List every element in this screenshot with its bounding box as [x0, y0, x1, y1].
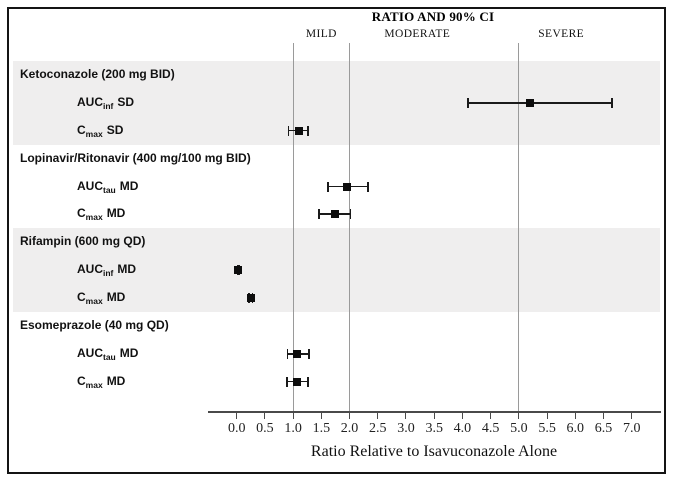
x-tick-label: 4.0 — [453, 421, 472, 436]
pk-parameter: C — [77, 206, 86, 221]
dose-type: MD — [106, 206, 126, 221]
row-label: AUCtau MD — [77, 179, 138, 195]
ci-cap-right — [367, 181, 369, 192]
point-estimate-marker — [293, 350, 302, 359]
x-tick — [320, 413, 322, 419]
row-label: AUCinf MD — [77, 262, 136, 278]
x-tick — [292, 413, 294, 419]
x-tick — [405, 413, 407, 419]
shaded-band — [13, 228, 660, 313]
ci-cap-left — [286, 349, 289, 360]
x-tick-label: 5.5 — [538, 421, 556, 436]
pk-parameter: AUC — [77, 95, 103, 109]
reference-line — [518, 43, 520, 412]
x-tick — [461, 413, 463, 419]
x-tick-label: 6.0 — [566, 421, 585, 436]
point-estimate-marker — [526, 99, 535, 107]
point-estimate-marker — [343, 182, 352, 191]
pk-parameter-subscript: tau — [103, 352, 116, 363]
reference-line — [292, 43, 294, 412]
dose-type: MD — [106, 373, 126, 388]
x-tick-label: 2.0 — [340, 421, 359, 436]
ci-cap-left — [467, 98, 469, 108]
pk-parameter-subscript: tau — [103, 184, 116, 195]
x-tick-label: 1.5 — [312, 421, 331, 436]
dose-type: MD — [106, 289, 126, 304]
x-tick — [490, 413, 492, 419]
pk-parameter: C — [77, 122, 86, 137]
point-estimate-marker — [292, 377, 301, 386]
dose-type: SD — [106, 122, 124, 137]
x-tick — [349, 413, 351, 419]
row-label: Cmax MD — [77, 290, 125, 306]
row-label: Cmax MD — [77, 206, 125, 222]
group-header: Ketoconazole (200 mg BID) — [20, 67, 175, 81]
reference-line — [349, 43, 351, 412]
group-header: Rifampin (600 mg QD) — [20, 234, 146, 249]
x-tick-label: 3.5 — [425, 421, 443, 436]
dose-type: MD — [117, 262, 137, 277]
x-tick — [518, 413, 520, 419]
x-tick-label: 7.0 — [622, 421, 641, 436]
ci-cap-right — [611, 98, 613, 108]
pk-parameter-subscript: inf — [103, 101, 114, 111]
severity-zone-label: MODERATE — [384, 28, 451, 40]
point-estimate-marker — [331, 210, 340, 219]
x-tick — [264, 413, 266, 419]
ci-cap-right — [307, 376, 309, 387]
x-tick-label: 4.5 — [481, 421, 500, 436]
pk-parameter-subscript: inf — [103, 268, 114, 279]
pk-parameter-subscript: max — [85, 128, 103, 139]
ci-line — [468, 102, 612, 104]
x-axis-line — [208, 411, 661, 413]
x-tick-label: 2.5 — [369, 421, 387, 436]
point-estimate-marker — [246, 293, 255, 302]
row-label: Cmax SD — [77, 123, 123, 139]
pk-parameter: AUC — [77, 178, 103, 193]
x-tick — [546, 413, 548, 419]
pk-parameter-subscript: max — [85, 379, 103, 390]
row-label: AUCtau MD — [77, 346, 138, 362]
x-axis-title: Ratio Relative to Isavuconazole Alone — [310, 443, 558, 460]
pk-parameter: C — [77, 289, 86, 304]
severity-zone-label: SEVERE — [538, 28, 585, 40]
row-label: AUCinf SD — [77, 95, 134, 111]
pk-parameter: C — [77, 373, 86, 388]
x-tick — [602, 413, 604, 419]
ci-cap-right — [308, 349, 310, 360]
ci-cap-right — [349, 209, 352, 220]
pk-parameter: AUC — [77, 262, 103, 277]
point-estimate-marker — [234, 266, 243, 275]
point-estimate-marker — [294, 126, 303, 135]
chart-title: RATIO AND 90% CI — [371, 9, 495, 24]
pk-parameter-subscript: max — [85, 212, 103, 223]
ci-cap-left — [327, 181, 329, 192]
x-tick — [377, 413, 379, 419]
x-tick-label: 1.0 — [284, 421, 302, 436]
dose-type: MD — [119, 178, 139, 193]
x-tick — [631, 413, 633, 419]
ci-cap-left — [318, 209, 320, 220]
x-tick-label: 5.0 — [510, 421, 528, 436]
pk-parameter-subscript: max — [85, 295, 103, 306]
row-label: Cmax MD — [77, 374, 125, 390]
group-header: Lopinavir/Ritonavir (400 mg/100 mg BID) — [20, 150, 251, 165]
ci-cap-right — [307, 125, 309, 136]
x-tick — [433, 413, 435, 419]
x-tick-label: 0.5 — [256, 421, 274, 436]
pk-parameter: AUC — [77, 346, 103, 361]
dose-type: MD — [119, 346, 139, 361]
ci-cap-left — [287, 125, 290, 136]
x-tick-label: 6.5 — [594, 421, 613, 436]
x-tick-label: 3.0 — [397, 421, 415, 436]
x-tick-label: 0.0 — [227, 421, 246, 436]
ci-cap-left — [286, 376, 288, 387]
group-header: Esomeprazole (40 mg QD) — [20, 318, 169, 333]
x-tick — [574, 413, 576, 419]
severity-zone-label: MILD — [305, 28, 337, 40]
x-tick — [236, 413, 238, 419]
dose-type: SD — [117, 95, 135, 109]
